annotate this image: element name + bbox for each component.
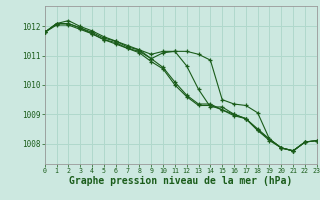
X-axis label: Graphe pression niveau de la mer (hPa): Graphe pression niveau de la mer (hPa): [69, 176, 292, 186]
